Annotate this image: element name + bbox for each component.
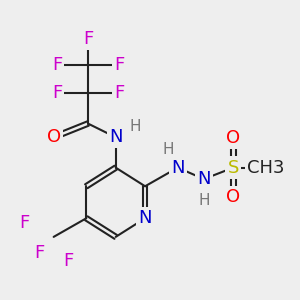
Text: F: F [114, 83, 124, 101]
Text: CH3: CH3 [247, 159, 285, 177]
Text: F: F [19, 214, 29, 232]
Text: F: F [52, 83, 62, 101]
Text: H: H [198, 193, 210, 208]
Text: N: N [171, 159, 184, 177]
Text: N: N [197, 170, 211, 188]
Text: F: F [114, 56, 124, 74]
Text: F: F [34, 244, 44, 262]
Text: H: H [130, 119, 141, 134]
Text: H: H [162, 142, 174, 157]
Text: F: F [63, 252, 74, 270]
Text: F: F [83, 30, 93, 48]
Text: O: O [226, 129, 240, 147]
Text: N: N [138, 209, 152, 227]
Text: N: N [109, 128, 122, 146]
Text: S: S [228, 159, 239, 177]
Text: O: O [226, 188, 240, 206]
Text: F: F [52, 56, 62, 74]
Text: O: O [46, 128, 61, 146]
